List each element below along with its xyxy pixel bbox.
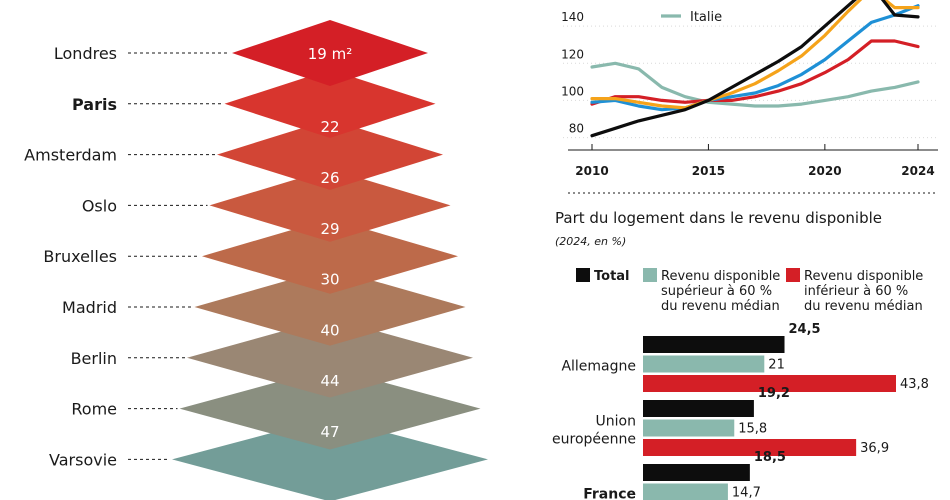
category-label: Allemagne: [561, 358, 636, 374]
legend-label: Total: [594, 269, 630, 284]
surface-diamond-8: [179, 367, 481, 450]
city-label: Varsovie: [49, 450, 117, 469]
bar-value-label: 24,5: [789, 322, 821, 337]
bar-1-2: [643, 355, 765, 373]
y-tick-label: 140: [561, 10, 584, 24]
bar-1-3: [643, 375, 896, 392]
surface-diamond-6: [194, 268, 466, 346]
surface-diamond-2: [224, 69, 436, 138]
surface-value: 19 m²: [308, 45, 352, 63]
bar-1-1: [643, 336, 785, 353]
surface-diamond-3: [217, 119, 443, 190]
surface-value: 29: [320, 220, 339, 238]
category-label: France: [583, 486, 636, 500]
chart-title: Part du logement dans le revenu disponib…: [555, 209, 882, 227]
surface-value: 22: [320, 118, 339, 136]
surface-diamond-4: [209, 169, 451, 242]
surface-diamond-9: [172, 417, 488, 500]
line-series-5: [590, 61, 920, 108]
chart-subtitle: (2024, en %): [555, 235, 626, 248]
city-label: Londres: [54, 44, 117, 63]
city-label: Paris: [72, 95, 117, 114]
bar-2-2: [643, 419, 735, 437]
surface-diamond-7: [187, 318, 473, 398]
x-tick-label: 2010: [575, 164, 608, 178]
legend-label: Revenu disponible: [804, 269, 923, 284]
y-tick-label: 120: [561, 47, 584, 61]
city-label: Madrid: [62, 298, 117, 317]
legend-label: Revenu disponible: [661, 269, 780, 284]
city-label: Amsterdam: [24, 146, 117, 165]
legend-label: du revenu médian: [661, 299, 780, 314]
category-label: européenne: [552, 431, 636, 447]
bar-value-label: 21: [768, 358, 785, 373]
legend-swatch: [576, 268, 590, 282]
surface-value: 47: [320, 423, 339, 441]
bar-value-label: 43,8: [900, 377, 929, 392]
surface-value: 30: [320, 271, 339, 289]
surface-value: 26: [320, 169, 339, 187]
surface-value: 40: [320, 321, 339, 339]
city-label: Rome: [71, 400, 117, 419]
bar-value-label: 36,9: [860, 441, 889, 456]
y-tick-label: 100: [561, 84, 584, 98]
legend-swatch: [786, 268, 800, 282]
legend-label-italie: Italie: [690, 10, 722, 25]
bar-value-label: 19,2: [758, 386, 790, 401]
bar-3-1: [643, 464, 750, 481]
legend-swatch: [643, 268, 657, 282]
surface-diamond-5: [202, 218, 458, 294]
bar-2-1: [643, 400, 754, 417]
x-tick-label: 2024: [901, 164, 934, 178]
x-tick-label: 2015: [692, 164, 725, 178]
bar-2-3: [643, 439, 857, 456]
bar-value-label: 14,7: [732, 486, 761, 500]
line-series-3: [590, 4, 920, 112]
x-tick-label: 2020: [808, 164, 841, 178]
line-series-2: [590, 0, 920, 110]
line-series-4: [590, 39, 920, 106]
bar-value-label: 18,5: [754, 450, 786, 465]
series-group: [590, 0, 920, 138]
bar-value-label: 15,8: [738, 422, 767, 437]
line-series-1: [590, 0, 920, 138]
surface-diamond-1: [232, 20, 428, 86]
y-tick-label: 80: [569, 122, 584, 136]
bar-3-2: [643, 483, 728, 500]
city-label: Oslo: [82, 196, 117, 215]
housing-surface-stack-chart: Londres 19 m² Paris 22 Amsterdam 26 Oslo 29 Brux…: [24, 20, 488, 500]
category-label: Union: [596, 413, 636, 429]
legend-label: du revenu médian: [804, 299, 923, 314]
city-label: Berlin: [71, 349, 117, 368]
legend-label: inférieur à 60 %: [804, 284, 908, 299]
city-label: Bruxelles: [43, 247, 117, 266]
legend-label: supérieur à 60 %: [661, 284, 772, 299]
surface-value: 44: [320, 372, 339, 390]
